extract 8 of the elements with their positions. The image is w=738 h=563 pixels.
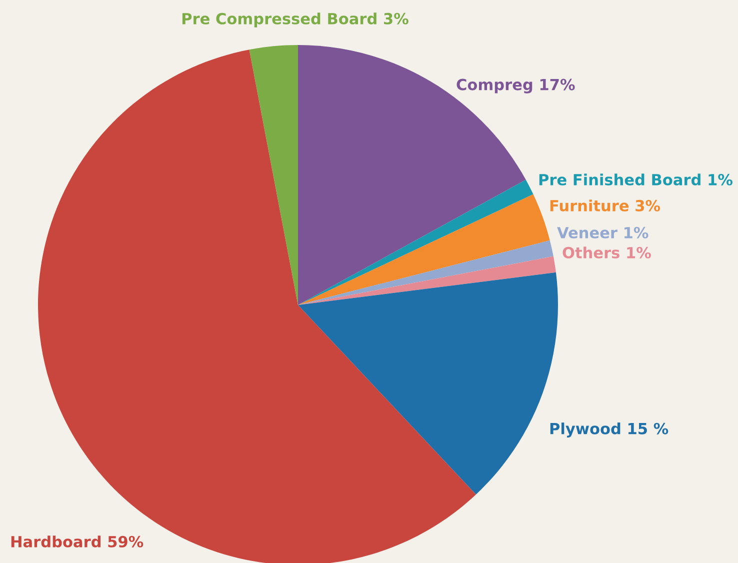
slice-label: Furniture 3% <box>550 200 660 212</box>
slice-label: Pre Finished Board 1% <box>539 174 732 186</box>
slice-label: Pre Compressed Board 3% <box>182 12 408 28</box>
slice-label: Plywood 15 % <box>550 422 668 438</box>
slice-label: Compreg 17% <box>456 78 575 94</box>
slice-label: Hardboard 59% <box>11 536 144 548</box>
slice-label: Others 1% <box>562 246 651 258</box>
slice-label: Veneer 1% <box>557 226 648 238</box>
